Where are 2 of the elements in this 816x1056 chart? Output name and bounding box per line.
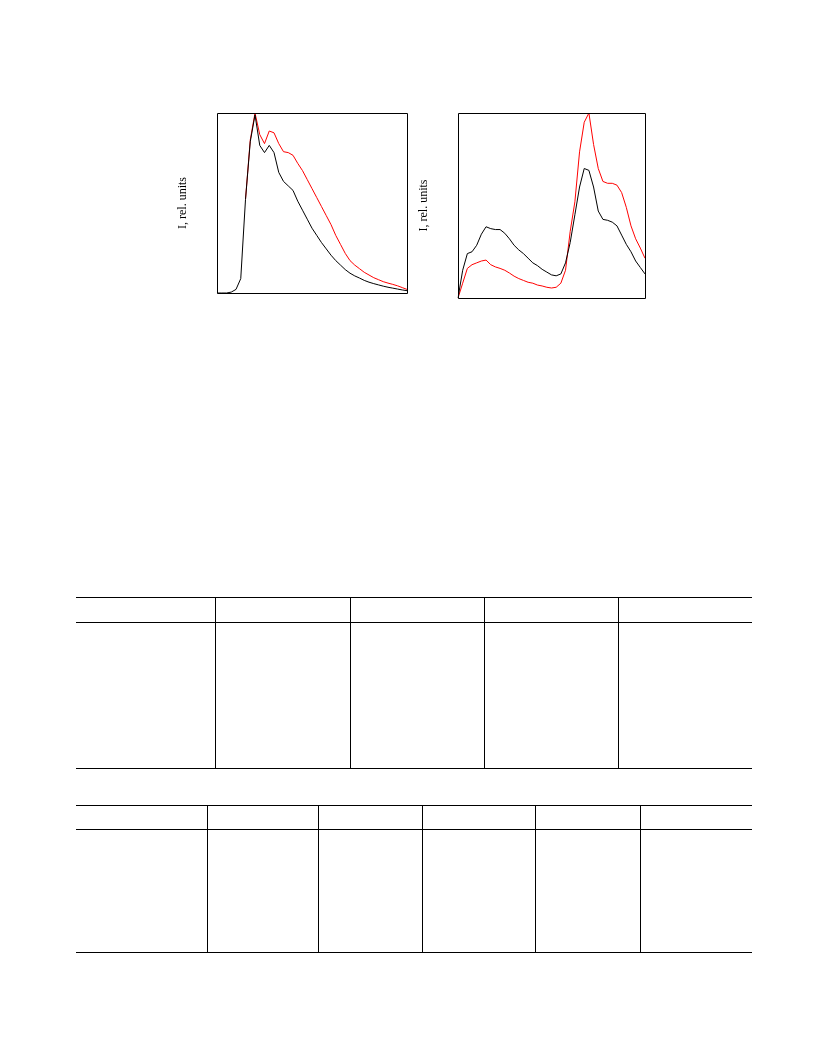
y-axis-title: I, rel. units bbox=[175, 176, 190, 229]
y-axis-title: I, rel. units bbox=[416, 179, 431, 232]
